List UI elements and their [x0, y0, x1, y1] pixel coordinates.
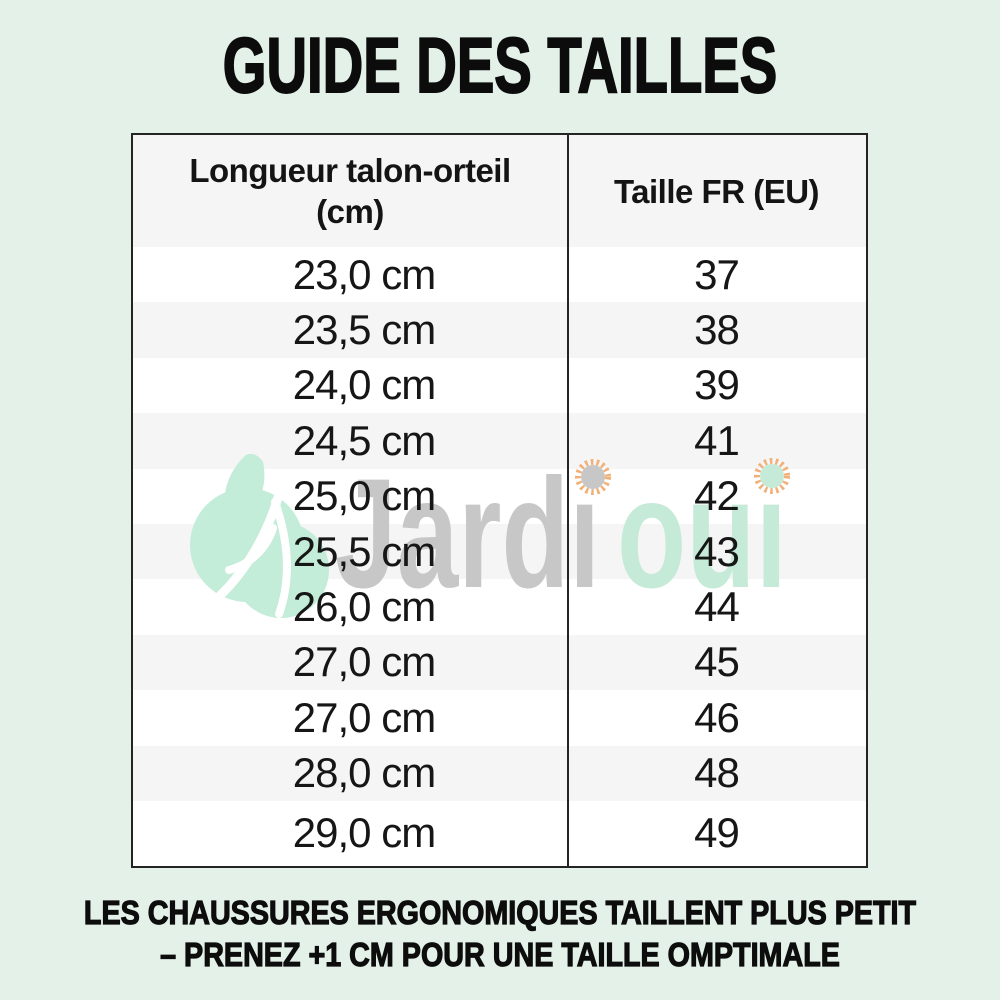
column-header-size-label: Taille FR (EU) — [613, 172, 820, 210]
size-value: 39 — [694, 361, 740, 409]
length-value: 25,0 cm — [292, 472, 436, 520]
size-value: 48 — [694, 749, 740, 797]
length-value: 27,0 cm — [292, 638, 436, 686]
column-header-length-line1: Longueur talon-orteil — [189, 152, 511, 189]
table-row: 28,0 cm 48 — [133, 745, 866, 801]
column-header-length-line2: (cm) — [316, 193, 384, 230]
table-row: 23,0 cm 37 — [133, 247, 866, 303]
size-value: 43 — [694, 527, 740, 575]
size-guide-table: Longueur talon-orteil (cm) Taille FR (EU… — [131, 133, 868, 868]
length-value: 23,5 cm — [292, 306, 436, 354]
table-row: 25,0 cm 42 — [133, 468, 866, 524]
length-value: 25,5 cm — [292, 527, 436, 575]
footer-note: LES CHAUSSURES ERGONOMIQUES TAILLENT PLU… — [0, 892, 1000, 976]
table-row: 27,0 cm 46 — [133, 690, 866, 746]
size-value: 49 — [694, 809, 740, 857]
length-value: 24,0 cm — [292, 361, 436, 409]
length-value: 26,0 cm — [292, 583, 436, 631]
size-value: 45 — [694, 638, 740, 686]
table-row: 26,0 cm 44 — [133, 579, 866, 635]
footer-note-line2: – PRENEZ +1 CM POUR UNE TAILLE OMPTIMALE — [160, 935, 841, 973]
size-value: 42 — [694, 472, 740, 520]
length-value: 23,0 cm — [292, 250, 436, 298]
size-value: 37 — [694, 250, 740, 298]
column-header-length: Longueur talon-orteil (cm) — [133, 135, 567, 247]
size-value: 38 — [694, 306, 740, 354]
length-value: 24,5 cm — [292, 416, 436, 464]
table-body: 23,0 cm 37 23,5 cm 38 24,0 cm 39 24,5 cm… — [133, 247, 866, 866]
table-row: 24,5 cm 41 — [133, 413, 866, 469]
size-value: 41 — [694, 416, 740, 464]
footer-note-line1: LES CHAUSSURES ERGONOMIQUES TAILLENT PLU… — [83, 893, 917, 931]
table-row: 27,0 cm 45 — [133, 634, 866, 691]
page-title: GUIDE DES TAILLES — [222, 21, 778, 109]
table-header-row: Longueur talon-orteil (cm) Taille FR (EU… — [133, 135, 866, 247]
length-value: 28,0 cm — [292, 749, 436, 797]
table-row: 23,5 cm 38 — [133, 302, 866, 358]
size-value: 44 — [694, 583, 740, 631]
size-value: 46 — [694, 693, 740, 741]
length-value: 29,0 cm — [292, 809, 436, 857]
table-row: 29,0 cm 49 — [133, 800, 866, 866]
column-divider — [567, 135, 569, 866]
table-row: 25,5 cm 43 — [133, 523, 866, 580]
table-row: 24,0 cm 39 — [133, 357, 866, 414]
length-value: 27,0 cm — [292, 693, 436, 741]
column-header-size: Taille FR (EU) — [567, 135, 866, 247]
